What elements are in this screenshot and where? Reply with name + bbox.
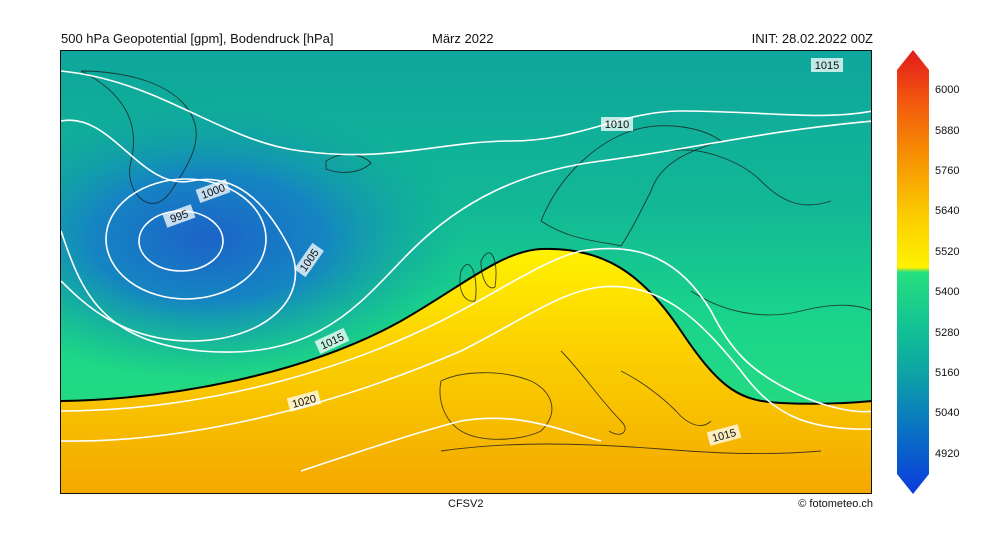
map-title: 500 hPa Geopotential [gpm], Bodendruck [… xyxy=(61,31,334,46)
colorbar-tick-label: 6000 xyxy=(935,84,960,97)
colorbar-body xyxy=(897,50,929,494)
credit: © fotometeo.ch xyxy=(798,498,873,510)
colorbar-tick-label: 4920 xyxy=(935,447,960,460)
contour-5520 xyxy=(61,247,871,405)
colorbar-tick-label: 5520 xyxy=(935,245,960,258)
isobar-label: 1015 xyxy=(815,60,839,72)
forecast-map: 995 1000 1005 1010 1015 1015 1015 1020 xyxy=(60,50,872,494)
colorbar-tick-label: 5640 xyxy=(935,205,960,218)
map-period: März 2022 xyxy=(432,31,494,46)
isobars xyxy=(61,70,871,472)
isobar-label: 995 xyxy=(169,208,190,226)
colorbar-tick-label: 5040 xyxy=(935,407,960,420)
isobar-label: 1010 xyxy=(605,119,629,131)
colorbar-tick-label: 5400 xyxy=(935,286,960,299)
colorbar-tick-label: 5280 xyxy=(935,326,960,339)
colorbar-scale xyxy=(897,50,929,494)
colorbar-tick-label: 5880 xyxy=(935,124,960,137)
init-time: INIT: 28.02.2022 00Z xyxy=(751,31,873,46)
coastlines xyxy=(80,70,871,455)
colorbar-tick-label: 5160 xyxy=(935,367,960,379)
colorbar xyxy=(897,50,929,494)
warm-air-region xyxy=(61,248,871,493)
model-name: CFSV2 xyxy=(448,498,484,510)
map-canvas: 995 1000 1005 1010 1015 1015 1015 1020 xyxy=(61,51,871,493)
colorbar-tick-label: 5760 xyxy=(935,165,960,177)
